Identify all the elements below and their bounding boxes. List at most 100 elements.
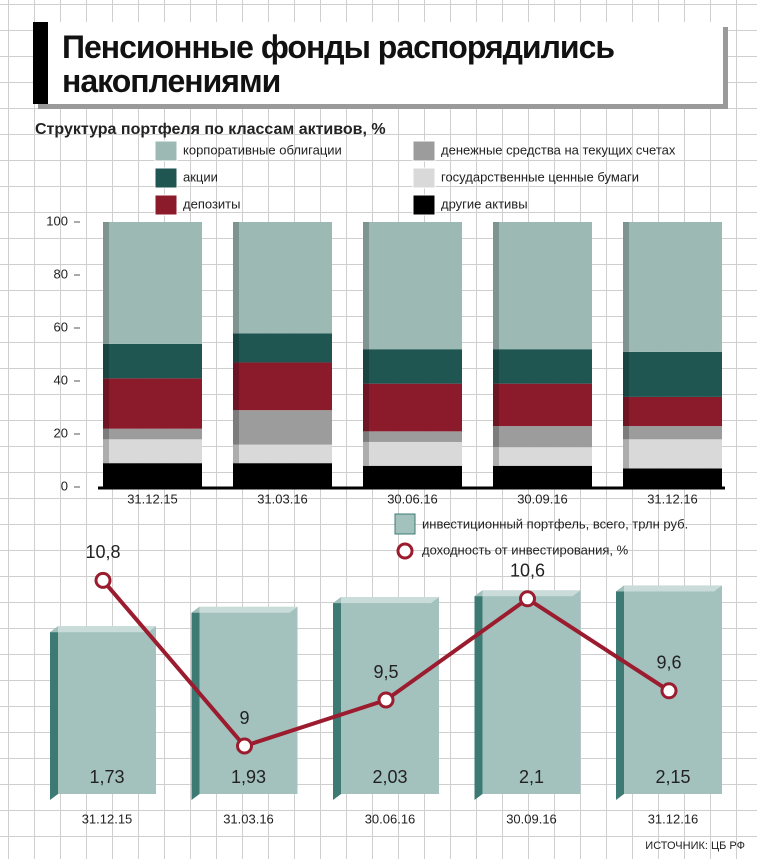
bar-segment	[623, 468, 722, 487]
bar-segment	[493, 426, 592, 448]
data-label: 9	[239, 708, 249, 728]
bar-segment	[233, 463, 332, 487]
bar-side	[233, 410, 239, 445]
x-tick-label: 30.09.16	[517, 491, 568, 506]
title-box: Пенсионные фонды распорядились накоплени…	[33, 22, 723, 104]
line-marker	[377, 691, 395, 709]
bar	[58, 626, 156, 794]
bar-segment	[363, 383, 462, 432]
bar-segment	[103, 439, 202, 464]
bar-side	[363, 222, 369, 350]
bar-segment	[233, 222, 332, 334]
y-tick-label: 80	[54, 266, 68, 281]
bar-side	[493, 222, 499, 350]
data-label: 9,6	[656, 653, 681, 673]
bar-side	[233, 463, 239, 487]
bar-side	[363, 431, 369, 442]
bar-segment	[363, 431, 462, 442]
line-marker	[94, 571, 112, 589]
data-label: 10,6	[510, 561, 545, 581]
bar-side	[103, 343, 109, 379]
data-label: 9,5	[373, 662, 398, 682]
page-title: Пенсионные фонды распорядились накоплени…	[62, 29, 615, 99]
bar-side	[363, 441, 369, 466]
bar-segment	[233, 362, 332, 411]
bar-side	[616, 585, 624, 800]
x-tick-label: 30.09.16	[506, 811, 557, 826]
bar-side	[233, 333, 239, 363]
x-tick-label: 31.12.16	[647, 491, 698, 506]
bar-side	[191, 606, 200, 800]
bar-top	[191, 606, 298, 613]
bar-segment	[363, 349, 462, 384]
bar-side	[233, 222, 239, 334]
bar-segment	[493, 349, 592, 384]
bar-side	[50, 626, 58, 800]
bar-segment	[103, 378, 202, 429]
bar-side	[103, 428, 109, 440]
x-tick-label: 31.03.16	[223, 811, 274, 826]
line-marker	[519, 590, 536, 608]
bar-segment	[623, 396, 722, 427]
bar-side	[493, 465, 499, 487]
bar-side	[363, 383, 369, 432]
bar-side	[103, 378, 109, 429]
bar-side	[493, 349, 499, 384]
bar-side	[493, 426, 499, 448]
legend-swatch	[412, 194, 436, 216]
bar-segment	[623, 426, 722, 440]
bar-segment	[623, 222, 722, 352]
bar-segment	[493, 465, 592, 487]
bar-side	[363, 349, 369, 384]
bar-top	[616, 585, 722, 592]
bar-segment	[363, 441, 462, 466]
source: ИСТОЧНИК: ЦБ РФ	[645, 840, 745, 852]
x-tick-label: 31.03.16	[257, 491, 308, 506]
x-tick-label: 30.06.16	[365, 811, 416, 826]
bar-segment	[493, 383, 592, 427]
bar-side	[623, 351, 629, 397]
legend-swatch	[394, 513, 416, 535]
bar-segment	[493, 222, 592, 350]
y-tick-label: 40	[54, 372, 68, 387]
y-tick-label: 60	[54, 319, 68, 334]
bar	[199, 606, 298, 794]
bar-segment	[363, 465, 462, 487]
y-tick-label: 0	[61, 478, 68, 493]
bar-segment	[623, 439, 722, 469]
bar-segment	[623, 351, 722, 397]
data-label: 2,15	[655, 767, 690, 787]
legend-label: акции	[183, 169, 218, 184]
x-tick-label: 31.12.16	[648, 811, 699, 826]
bar-side	[493, 447, 499, 466]
y-tick-label: 100	[46, 213, 68, 228]
legend-label: другие активы	[441, 196, 528, 211]
bar-segment	[233, 444, 332, 464]
bar-segment	[233, 333, 332, 363]
data-label: 2,03	[372, 767, 407, 787]
x-tick-label: 31.12.15	[127, 491, 178, 506]
legend-label: доходность от инвестирования, %	[422, 542, 629, 557]
legend-label: денежные средства на текущих счетах	[441, 142, 676, 157]
bar-side	[363, 465, 369, 487]
bar-side	[623, 426, 629, 440]
bar-top	[50, 626, 156, 633]
bar-top	[333, 597, 439, 604]
y-tick-label: 20	[54, 425, 68, 440]
legend-marker	[396, 542, 414, 560]
bar-side	[103, 439, 109, 464]
bar-side	[103, 222, 109, 344]
bar-side	[623, 396, 629, 427]
bar-side	[233, 444, 239, 464]
bar-segment	[103, 343, 202, 379]
legend-label: депозиты	[183, 196, 240, 211]
line-marker	[660, 682, 678, 700]
legend-swatch	[412, 140, 436, 162]
line-marker	[236, 737, 253, 755]
x-tick-label: 30.06.16	[387, 491, 438, 506]
data-label: 1,93	[231, 767, 266, 787]
bar-side	[493, 383, 499, 427]
legend-swatch	[154, 194, 178, 216]
legend-swatch	[412, 167, 436, 189]
